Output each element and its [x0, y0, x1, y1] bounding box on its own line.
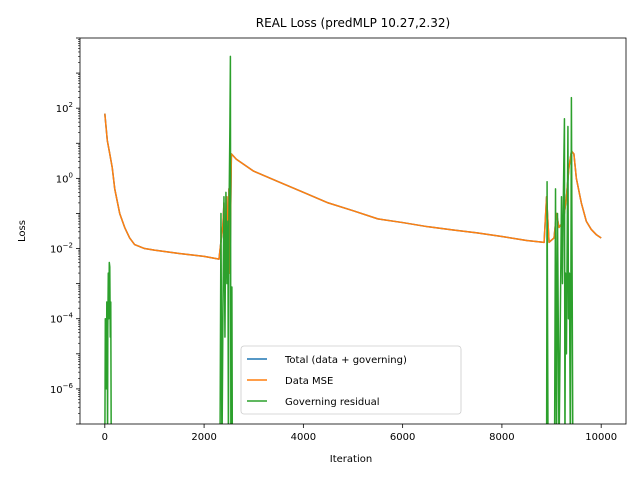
y-tick-label: 10−4 — [50, 312, 74, 326]
chart-title: REAL Loss (predMLP 10.27,2.32) — [256, 16, 450, 30]
legend-label: Total (data + governing) — [284, 355, 407, 366]
legend-label: Data MSE — [285, 376, 333, 387]
y-tick-label: 100 — [56, 171, 73, 185]
x-axis: 0 2000 4000 6000 8000 10000 — [102, 424, 617, 443]
series-line-3 — [104, 55, 574, 424]
legend-label: Governing residual — [285, 397, 379, 408]
y-axis-label: Loss — [17, 220, 28, 242]
plot-frame — [79, 37, 627, 425]
legend: Total (data + governing) Data MSE Governin… — [240, 345, 462, 415]
x-tick-label: 4000 — [291, 432, 316, 443]
series-layer — [104, 55, 602, 424]
x-tick-label: 8000 — [489, 432, 514, 443]
x-tick-label: 10000 — [585, 432, 617, 443]
x-tick-label: 0 — [102, 432, 108, 443]
legend-box — [240, 345, 462, 415]
y-tick-label: 10−6 — [50, 382, 74, 396]
x-tick-label: 6000 — [390, 432, 415, 443]
y-tick-label: 102 — [56, 101, 73, 115]
x-tick-label: 2000 — [191, 432, 216, 443]
y-tick-label: 10−2 — [50, 242, 73, 256]
x-axis-label: Iteration — [330, 454, 372, 465]
y-axis: 10−6 10−4 10−2 100 102 — [50, 37, 80, 425]
